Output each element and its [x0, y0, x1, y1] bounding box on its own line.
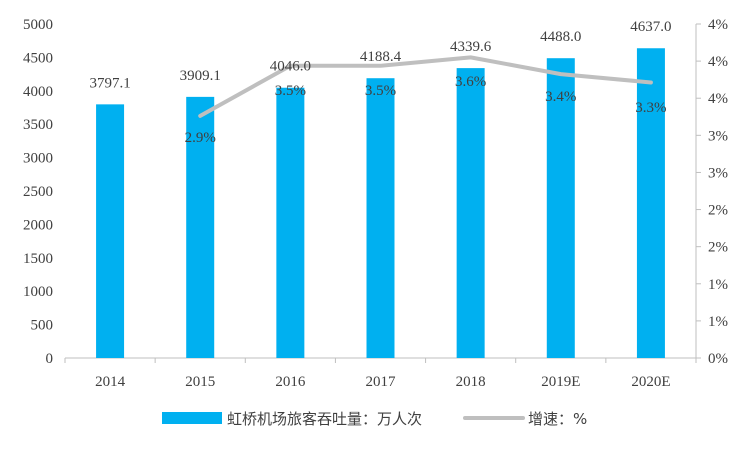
- right-y-tick-label: 1%: [708, 277, 728, 293]
- left-y-tick-label: 4500: [23, 50, 53, 66]
- x-tick-label: 2018: [456, 374, 486, 390]
- legend-swatch-bar: [162, 412, 222, 424]
- right-y-tick-label: 4%: [708, 91, 728, 107]
- left-y-tick-label: 2500: [23, 184, 53, 200]
- x-tick-label: 2016: [275, 374, 306, 390]
- growth-value-label: 3.6%: [455, 74, 486, 90]
- bar-value-label: 4339.6: [450, 39, 492, 55]
- growth-value-label: 3.3%: [635, 100, 666, 116]
- bar-value-label: 4188.4: [360, 49, 402, 65]
- x-tick-label: 2017: [366, 374, 397, 390]
- left-y-tick-label: 1000: [23, 284, 53, 300]
- left-y-tick-label: 3000: [23, 151, 53, 167]
- growth-value-label: 2.9%: [185, 130, 216, 146]
- bar-value-label: 4046.0: [270, 59, 311, 75]
- right-y-tick-label: 0%: [708, 351, 728, 367]
- bar: [186, 96, 215, 358]
- bar-value-label: 4488.0: [540, 29, 581, 45]
- left-y-tick-label: 4000: [23, 84, 53, 100]
- right-y-tick-label: 3%: [708, 128, 728, 144]
- right-y-tick-label: 4%: [708, 54, 728, 70]
- legend-label-line: 增速：%: [528, 410, 587, 428]
- bar: [96, 104, 125, 358]
- left-y-tick-label: 500: [31, 318, 54, 334]
- bar: [636, 48, 665, 358]
- growth-value-label: 3.5%: [365, 83, 396, 99]
- left-y-tick-label: 3500: [23, 117, 53, 133]
- bar: [276, 87, 305, 358]
- bar-value-label: 4637.0: [630, 19, 671, 35]
- bar-value-label: 3797.1: [89, 75, 130, 91]
- x-tick-label: 2015: [185, 374, 215, 390]
- left-y-tick-label: 0: [46, 351, 54, 367]
- left-y-tick-label: 2000: [23, 217, 53, 233]
- bar: [456, 68, 485, 359]
- right-y-tick-label: 1%: [708, 314, 728, 330]
- bar: [546, 58, 575, 358]
- x-tick-label: 2019E: [541, 374, 580, 390]
- bar: [366, 78, 395, 359]
- x-tick-label: 2014: [95, 374, 126, 390]
- legend-label-bar: 虹桥机场旅客吞吐量：万人次: [227, 410, 422, 428]
- right-y-tick-label: 4%: [708, 17, 728, 33]
- x-tick-label: 2020E: [631, 374, 670, 390]
- growth-value-label: 3.5%: [275, 83, 306, 99]
- right-y-tick-label: 2%: [708, 203, 728, 219]
- growth-line: [198, 55, 653, 118]
- left-y-tick-label: 1500: [23, 251, 53, 267]
- growth-value-label: 3.4%: [545, 89, 576, 105]
- left-y-tick-label: 5000: [23, 17, 53, 33]
- bar-value-label: 3909.1: [180, 68, 221, 84]
- right-y-tick-label: 2%: [708, 240, 728, 256]
- right-y-tick-label: 3%: [708, 165, 728, 181]
